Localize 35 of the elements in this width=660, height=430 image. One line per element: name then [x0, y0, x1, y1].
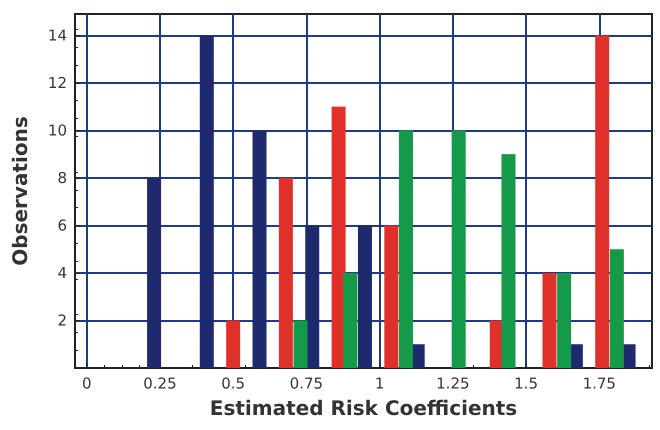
x-tick-label: 1	[374, 374, 384, 392]
bar	[398, 130, 413, 368]
y-tick-label: 4	[57, 264, 67, 282]
y-tick-label: 8	[57, 168, 67, 187]
x-axis-title: Estimated Risk Coefficients	[210, 396, 518, 420]
y-tick-label: 10	[48, 121, 67, 140]
bar	[595, 35, 610, 368]
x-tick-label: 1.75	[582, 374, 616, 392]
x-tick-label: 0.5	[221, 374, 246, 392]
bar	[252, 130, 267, 368]
bar	[343, 272, 358, 368]
bar	[294, 320, 308, 368]
x-tick-label: 1.5	[514, 374, 538, 392]
bar	[557, 272, 572, 368]
y-tick-label: 14	[48, 26, 67, 44]
x-tick-label: 0.75	[290, 374, 324, 392]
bar	[226, 320, 240, 368]
bar	[278, 178, 293, 368]
y-tick-label: 2	[57, 311, 67, 330]
bar	[200, 35, 214, 368]
x-tick-label: 1.25	[436, 374, 470, 392]
bar	[305, 225, 320, 368]
bar	[332, 106, 346, 368]
bar	[610, 249, 624, 368]
x-tick-label: 0	[82, 374, 92, 392]
bar	[542, 272, 556, 368]
y-tick-label: 12	[48, 74, 67, 92]
bar	[452, 130, 466, 368]
bar	[501, 154, 516, 368]
y-tick-label: 6	[57, 216, 67, 234]
y-axis-title: Observations	[8, 116, 32, 266]
bar	[384, 225, 398, 368]
bar	[147, 178, 162, 368]
bar	[358, 225, 372, 368]
x-tick-label: 0.25	[143, 374, 177, 392]
